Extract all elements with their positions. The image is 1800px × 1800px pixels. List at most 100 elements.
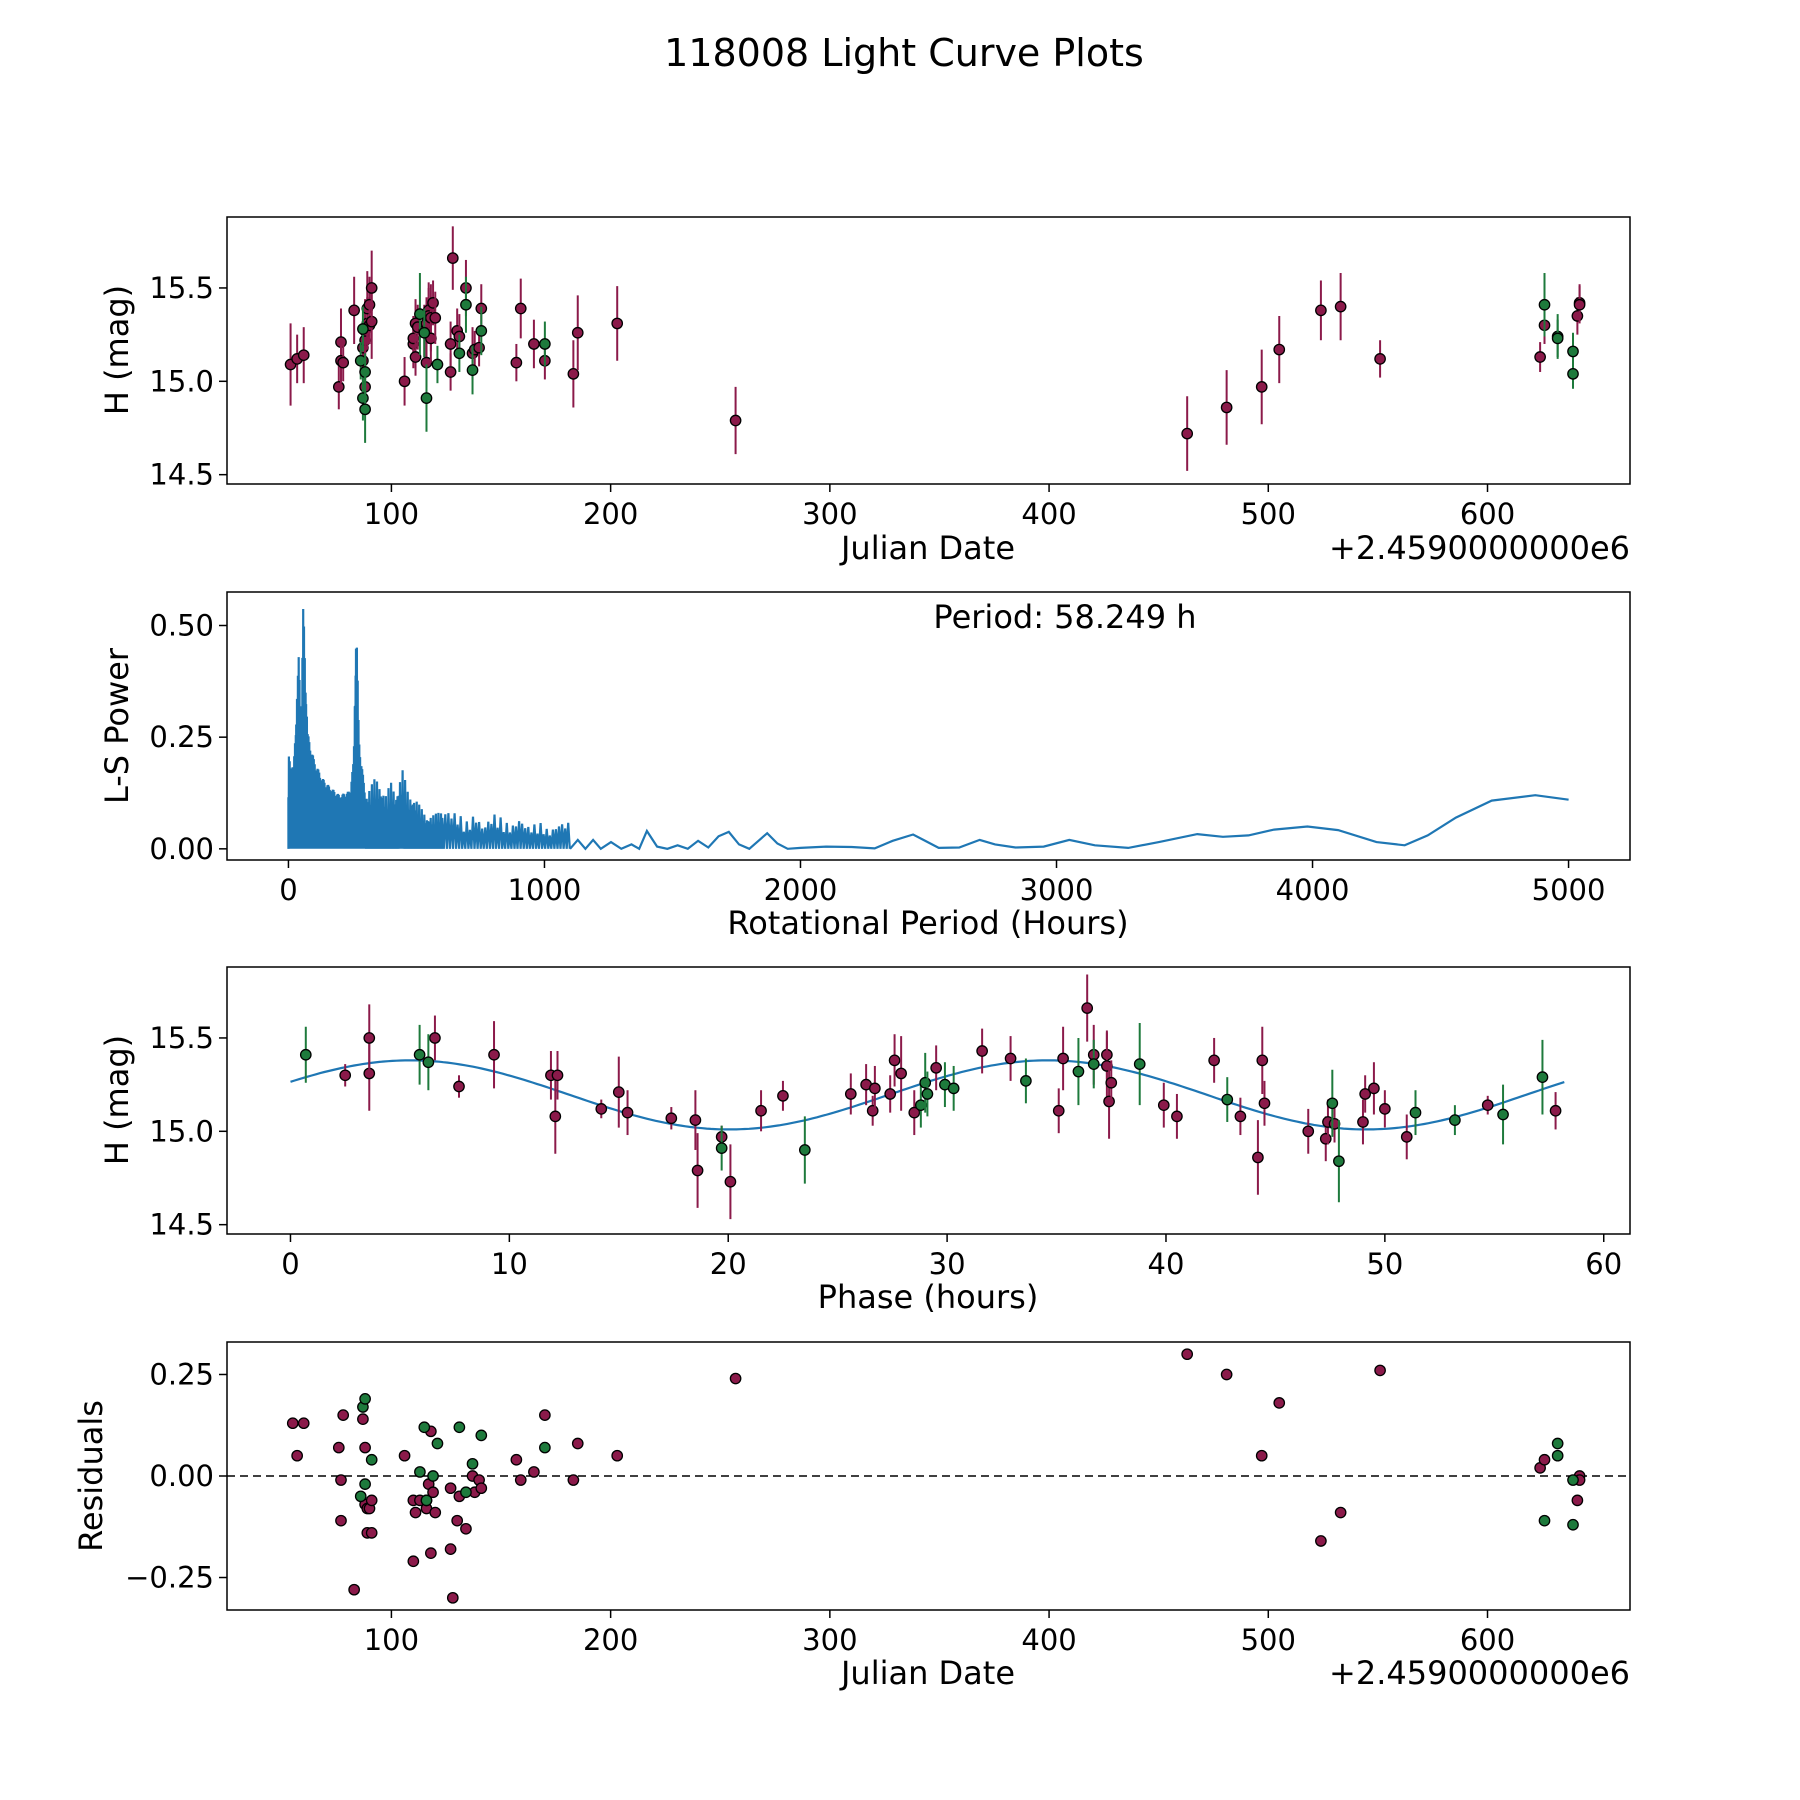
- x-tick-label: 500: [1241, 497, 1296, 531]
- maroon-data-point: [908, 1106, 921, 1119]
- maroon-data-point: [1538, 1453, 1551, 1466]
- maroon-data-point: [724, 1175, 737, 1188]
- green-data-point: [427, 1470, 439, 1482]
- green-data-point: [359, 403, 371, 416]
- periodogram-smooth-line: [569, 794, 1569, 851]
- y-tick-label: 14.5: [149, 458, 214, 492]
- maroon-data-point: [514, 1474, 527, 1486]
- maroon-data-point: [332, 1441, 345, 1454]
- green-data-point: [919, 1076, 932, 1089]
- maroon-data-point: [286, 1417, 299, 1430]
- maroon-data-point: [866, 1104, 879, 1117]
- periodogram-xlabel: Rotational Period (Hours): [727, 904, 1128, 942]
- maroon-data-point: [1252, 1151, 1264, 1164]
- maroon-data-point: [444, 1482, 457, 1495]
- maroon-data-point: [475, 1482, 488, 1495]
- green-data-point: [354, 1490, 367, 1503]
- maroon-data-point: [1255, 381, 1268, 393]
- phase-plot-area: [290, 974, 1565, 1220]
- y-tick-label: 15.0: [149, 1114, 214, 1148]
- maroon-data-point: [755, 1104, 767, 1117]
- x-tick-label: 500: [1241, 1623, 1296, 1657]
- y-tick-label: 0.00: [149, 832, 214, 866]
- maroon-data-point: [1302, 1125, 1315, 1138]
- maroon-data-point: [1181, 427, 1194, 440]
- green-data-point: [1333, 1155, 1345, 1168]
- maroon-data-point: [1081, 1002, 1094, 1014]
- maroon-data-point: [888, 1054, 901, 1067]
- x-tick-label: 300: [802, 497, 857, 531]
- figure-title: 118008 Light Curve Plots: [664, 31, 1144, 75]
- green-data-point: [1551, 1449, 1564, 1462]
- green-data-point: [1567, 367, 1579, 380]
- green-data-point: [1133, 1058, 1146, 1070]
- periodogram-axes-frame: [226, 591, 1631, 861]
- green-data-point: [539, 1441, 551, 1454]
- maroon-data-point: [357, 1413, 369, 1426]
- x-tick-label: 10: [491, 1247, 528, 1281]
- green-data-point: [1551, 1437, 1564, 1450]
- green-data-point: [420, 1494, 433, 1507]
- maroon-data-point: [297, 1417, 310, 1430]
- maroon-data-point: [689, 1114, 702, 1126]
- maroon-data-point: [567, 1474, 580, 1486]
- x-tick-label: 4000: [1276, 873, 1350, 907]
- maroon-data-point: [1374, 353, 1386, 365]
- maroon-data-point: [930, 1061, 943, 1074]
- maroon-data-point: [595, 1103, 608, 1115]
- maroon-data-point: [1315, 304, 1327, 317]
- maroon-data-point: [337, 356, 350, 369]
- periodogram-panel: 0 1000 2000 3000 4000 5000 0.00 0.25 0.50 Period…: [98, 591, 1631, 942]
- y-tick-label: 15.5: [149, 271, 214, 305]
- light-curve-ylabel: H (mag): [98, 285, 136, 415]
- maroon-data-point: [1549, 1104, 1562, 1117]
- green-data-point: [1567, 1474, 1579, 1486]
- maroon-data-point: [1481, 1099, 1494, 1112]
- green-data-point: [466, 364, 479, 376]
- light-curve-xlabel: Julian Date: [839, 529, 1015, 567]
- maroon-data-point: [1255, 1449, 1268, 1462]
- x-tick-label: 0: [279, 873, 297, 907]
- green-data-point: [1567, 1518, 1579, 1531]
- maroon-data-point: [1315, 1535, 1327, 1547]
- y-tick-label: 15.5: [149, 1021, 214, 1055]
- maroon-data-point: [1319, 1132, 1332, 1145]
- x-tick-label: 50: [1366, 1247, 1403, 1281]
- maroon-data-point: [777, 1089, 789, 1102]
- x-tick-label: 200: [583, 1623, 638, 1657]
- light-curve-offset-text: +2.4590000000e6: [1329, 529, 1630, 567]
- green-data-point: [1536, 1071, 1549, 1084]
- x-tick-label: 600: [1460, 497, 1515, 531]
- maroon-data-point: [1220, 401, 1233, 414]
- green-data-point: [466, 1457, 479, 1470]
- x-tick-label: 0: [281, 1247, 299, 1281]
- maroon-data-point: [1573, 298, 1586, 311]
- residuals-xlabel: Julian Date: [839, 1654, 1015, 1692]
- green-data-point: [357, 392, 369, 404]
- maroon-data-point: [1220, 1368, 1233, 1381]
- green-data-point: [359, 1478, 371, 1490]
- maroon-data-point: [451, 1514, 464, 1527]
- green-data-point: [365, 1453, 378, 1466]
- green-data-point: [1551, 332, 1564, 345]
- green-data-point: [475, 1429, 488, 1442]
- maroon-data-point: [488, 1048, 500, 1061]
- maroon-data-point: [567, 367, 580, 380]
- maroon-data-point: [425, 1547, 437, 1560]
- maroon-data-point: [1181, 1348, 1194, 1361]
- green-data-point: [431, 1437, 444, 1450]
- periodogram-ticks: 0 1000 2000 3000 4000 5000 0.00 0.25 0.50: [149, 609, 1605, 908]
- maroon-data-point: [429, 1032, 441, 1044]
- period-annotation: Period: 58.249 h: [933, 598, 1196, 636]
- green-data-point: [453, 347, 466, 360]
- maroon-data-point: [549, 1110, 562, 1123]
- x-tick-label: 300: [802, 1623, 857, 1657]
- maroon-data-point: [691, 1164, 704, 1177]
- maroon-data-point: [460, 1522, 472, 1535]
- green-data-point: [418, 1421, 431, 1434]
- x-tick-label: 3000: [1020, 873, 1094, 907]
- maroon-data-point: [359, 1441, 371, 1454]
- green-data-point: [460, 1486, 472, 1499]
- maroon-data-point: [1234, 1110, 1247, 1123]
